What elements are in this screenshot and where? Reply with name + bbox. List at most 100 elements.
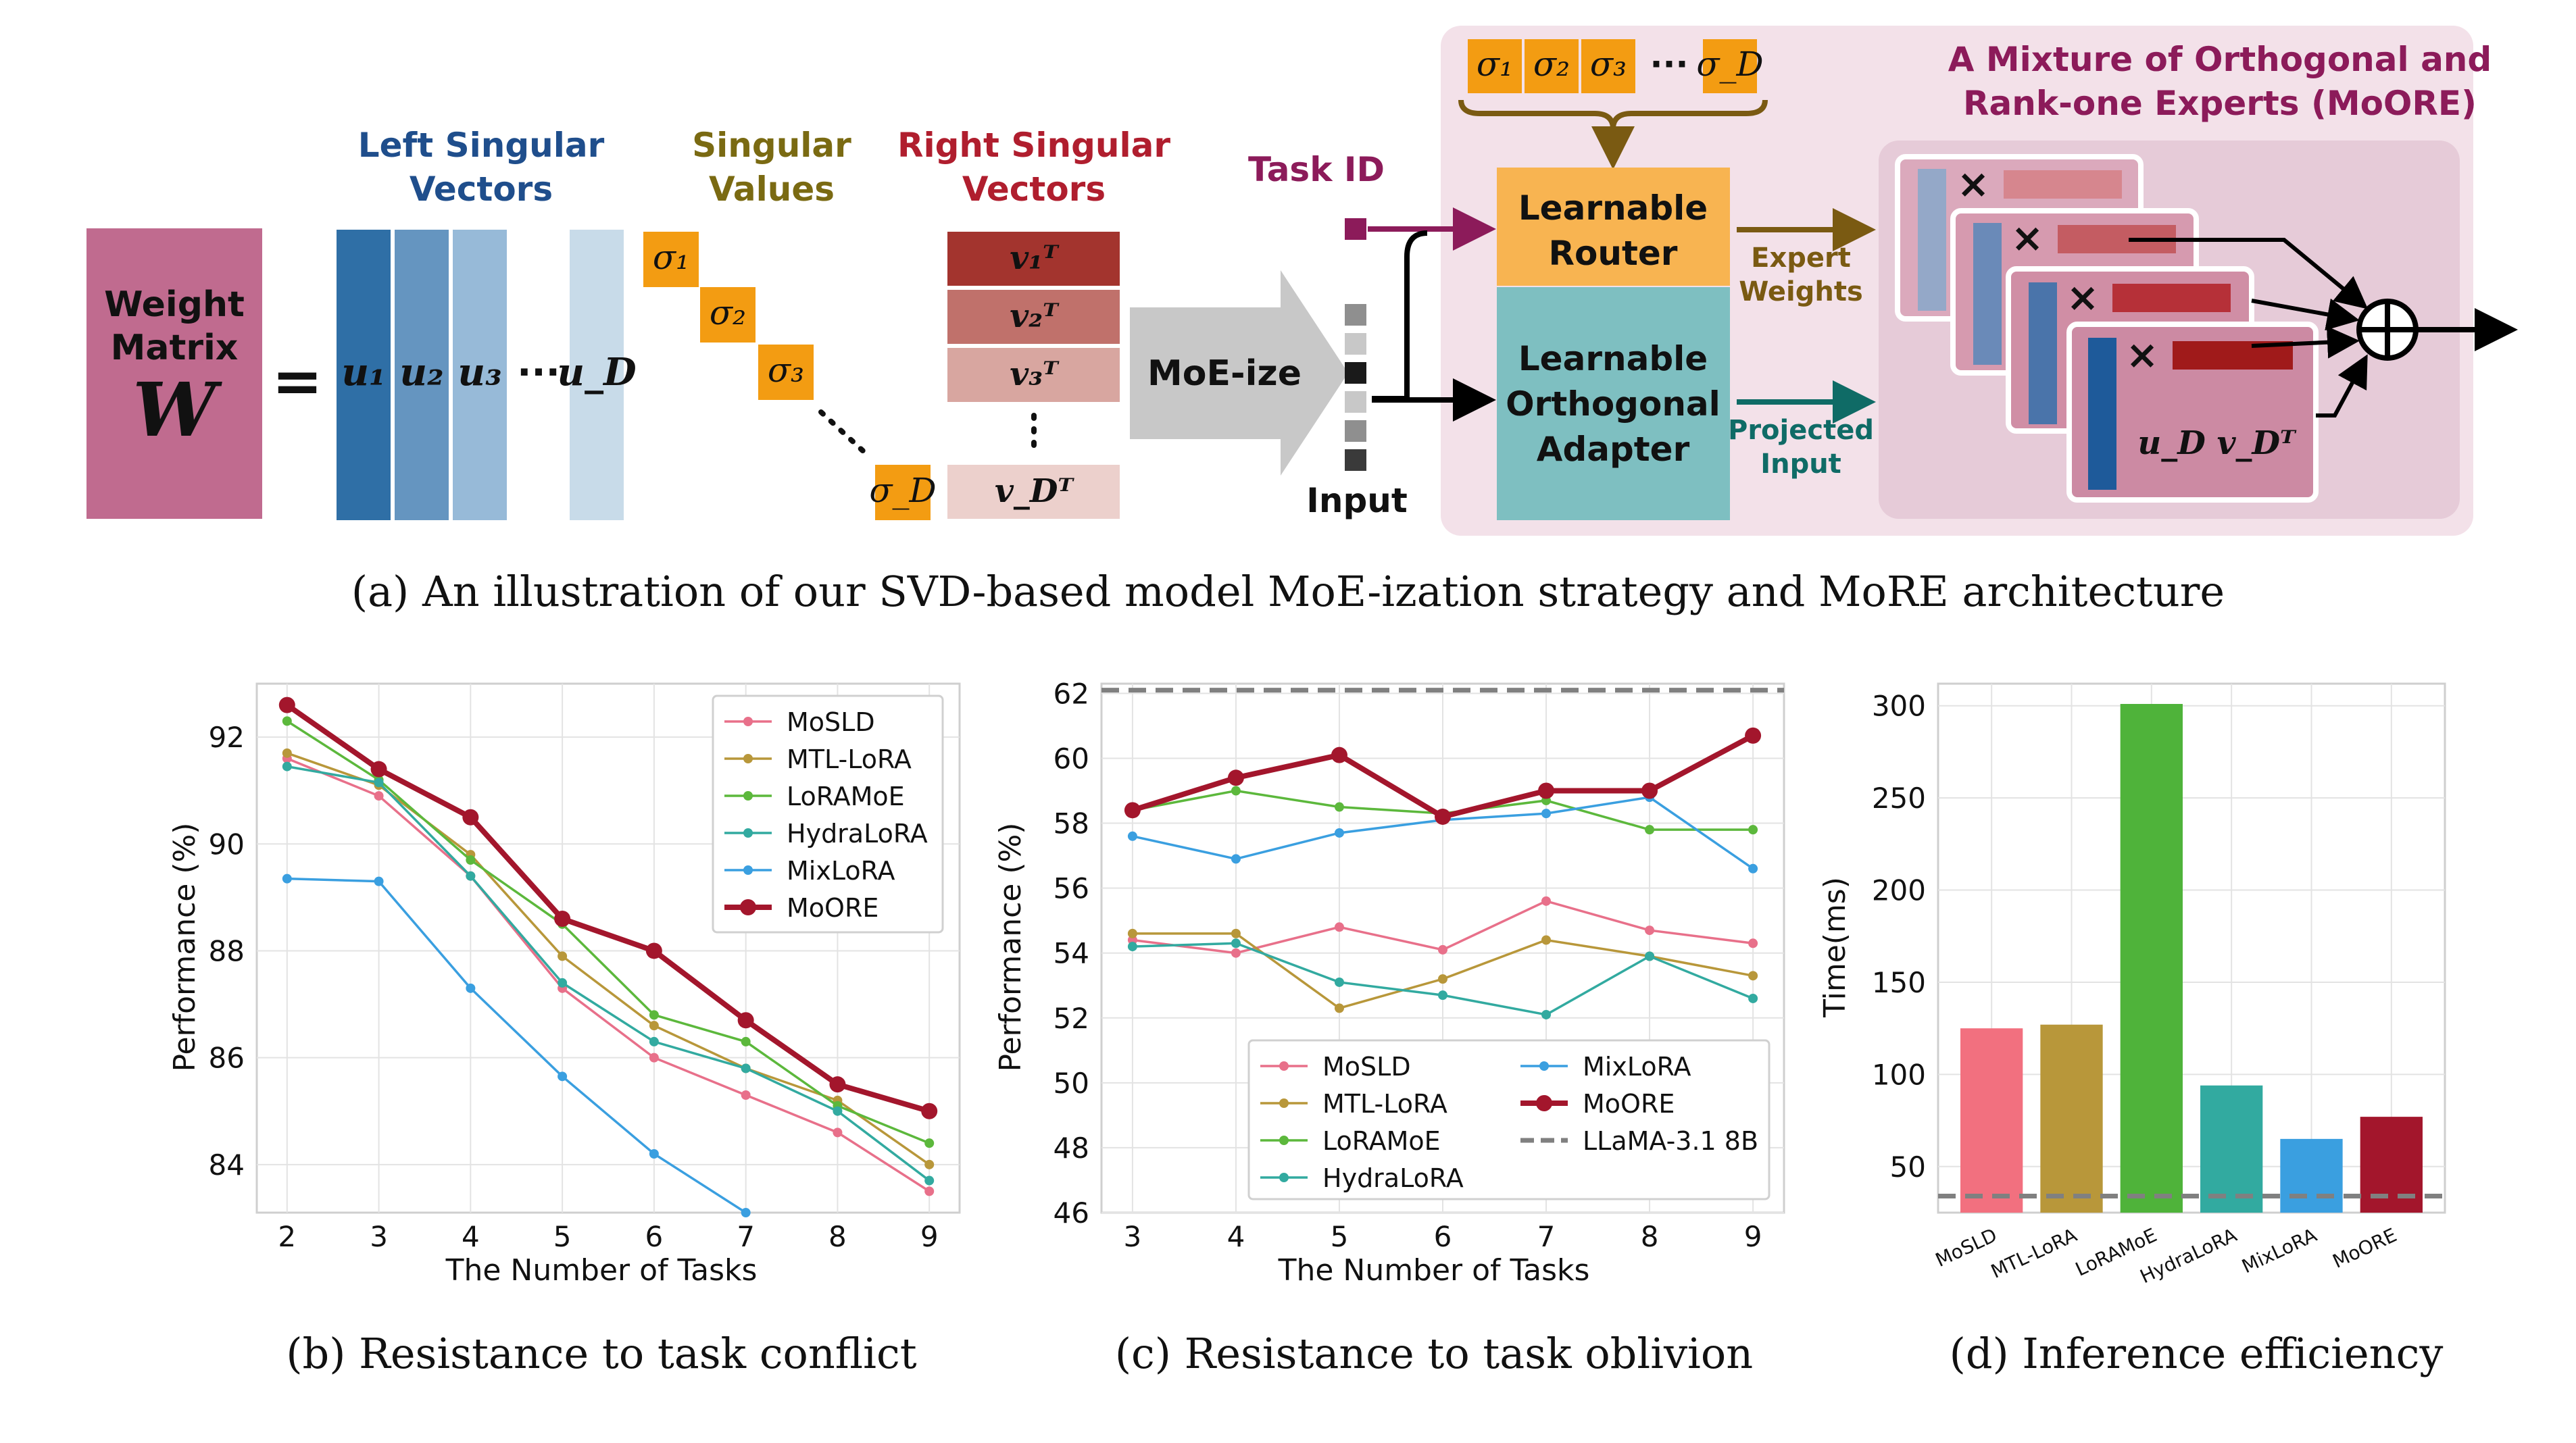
chart-c-xlabel: The Number of Tasks — [1278, 1253, 1590, 1288]
input-cell-1 — [1345, 304, 1366, 326]
data-point-MoORE — [921, 1103, 938, 1119]
y-tick-label: 48 — [1054, 1132, 1089, 1165]
data-point-MoSLD — [1748, 938, 1758, 948]
y-tick-label: 100 — [1872, 1058, 1926, 1091]
weight-matrix-block — [86, 228, 262, 519]
chart-b-legend: MoSLD MTL-LoRA LoRAMoE HydraLoRA MixLoRA MoOR… — [712, 694, 944, 934]
data-point-LoRAMoE — [1334, 802, 1344, 812]
sigma2-box — [700, 287, 756, 343]
data-point-MoSLD — [1645, 926, 1655, 936]
top-sigma-ellipsis: ··· — [1650, 45, 1689, 84]
sigmaD-label: σ_D — [869, 471, 936, 510]
projected-input-2: Input — [1760, 449, 1841, 480]
data-point-MixLoRA — [374, 876, 384, 886]
equals-sign: = — [272, 346, 322, 417]
data-point-MixLoRA — [1231, 854, 1241, 864]
v1-label: v₁ᵀ — [1010, 239, 1060, 277]
x-tick-label: MTL-LoRA — [1987, 1223, 2080, 1282]
y-tick-label: 50 — [1890, 1150, 1926, 1184]
x-tick-label: 5 — [1331, 1220, 1349, 1253]
legend-marker — [1536, 1095, 1552, 1111]
data-point-HydraLoRA — [282, 761, 292, 771]
v2-label: v₂ᵀ — [1010, 297, 1060, 335]
legend-label: MoSLD — [787, 707, 875, 737]
data-point-LoRAMoE — [741, 1036, 751, 1046]
times-icon: × — [2011, 215, 2044, 261]
data-point-MoORE — [278, 697, 295, 713]
data-point-MixLoRA — [1541, 809, 1552, 819]
router-label-2: Router — [1549, 234, 1678, 273]
top-sigma3-label: σ₃ — [1590, 45, 1627, 84]
x-tick-label: 2 — [278, 1220, 296, 1253]
legend-marker — [1279, 1061, 1289, 1071]
legend-marker — [740, 899, 756, 915]
x-tick-label: 9 — [920, 1220, 939, 1253]
data-point-MixLoRA — [741, 1208, 751, 1217]
data-point-MixLoRA — [466, 983, 476, 993]
y-tick-label: 92 — [209, 721, 245, 754]
uD-label: u_D — [557, 350, 637, 395]
top-sigmaD-box — [1703, 39, 1757, 93]
legend-marker — [1279, 1098, 1289, 1108]
data-point-MTL-LoRA — [1334, 1003, 1344, 1013]
data-point-MTL-LoRA — [1127, 928, 1137, 938]
uD-column — [570, 230, 624, 520]
y-tick-label: 90 — [209, 828, 245, 861]
data-point-MixLoRA — [1748, 863, 1758, 874]
top-sigma2-box — [1525, 39, 1579, 93]
data-point-MTL-LoRA — [924, 1159, 935, 1169]
task-id-label: Task ID — [1248, 150, 1385, 189]
input-cell-4 — [1345, 391, 1366, 413]
data-point-MoSLD — [741, 1090, 751, 1100]
u1-label: u₁ — [341, 350, 385, 395]
data-point-MoSLD — [1541, 896, 1552, 906]
data-point-MoORE — [1745, 727, 1762, 744]
data-point-HydraLoRA — [1127, 942, 1137, 952]
x-tick-label: 4 — [1227, 1220, 1245, 1253]
left-vectors-title-1: Left Singular — [358, 126, 605, 165]
data-point-MoSLD — [1334, 922, 1344, 932]
data-point-HydraLoRA — [1438, 990, 1447, 1001]
data-point-LoRAMoE — [1748, 825, 1758, 835]
y-tick-label: 200 — [1872, 874, 1926, 907]
series-line-MoORE — [285, 703, 931, 1114]
y-tick-label: 46 — [1054, 1196, 1089, 1230]
data-point-MoORE — [554, 911, 571, 927]
vD-row — [947, 465, 1120, 519]
sigma1-label: σ₁ — [653, 238, 689, 277]
data-point-MoORE — [645, 942, 662, 959]
chart-d-ylabel: Time(ms) — [1818, 877, 1852, 1018]
legend-marker — [1279, 1173, 1289, 1182]
data-point-MoORE — [1641, 782, 1658, 799]
data-point-LoRAMoE — [1231, 786, 1241, 796]
data-point-MoSLD — [1438, 944, 1447, 955]
moeize-label: MoE-ize — [1147, 353, 1302, 394]
task-id-square — [1345, 218, 1366, 240]
projected-input-1: Projected — [1728, 415, 1874, 446]
moeize-arrow — [1130, 270, 1348, 476]
top-sigma3-box — [1581, 39, 1635, 93]
right-vectors-title-2: Vectors — [962, 170, 1106, 209]
data-point-LoRAMoE — [924, 1138, 935, 1148]
data-point-MoORE — [1331, 746, 1347, 763]
y-tick-label: 60 — [1054, 742, 1089, 775]
chart-b: 2 3 4 5 6 7 8 9 84 86 88 90 92 The Number of Tasks P… — [168, 682, 961, 1378]
data-point-MTL-LoRA — [1541, 935, 1552, 945]
legend-label: MoSLD — [1322, 1052, 1411, 1082]
y-tick-label: 86 — [209, 1042, 245, 1075]
sum-arrow-3 — [2251, 326, 2360, 359]
data-point-MTL-LoRA — [1231, 928, 1241, 938]
top-sigma2-label: σ₂ — [1533, 45, 1570, 84]
chart-b-ylabel: Performance (%) — [168, 823, 202, 1072]
sigma3-box — [758, 345, 814, 400]
series-line-MixLoRA — [287, 877, 747, 1214]
bar-MoSLD — [1960, 1028, 2023, 1213]
x-tick-label: 3 — [1124, 1220, 1142, 1253]
bar-MTL-LoRA — [2040, 1024, 2103, 1213]
data-point-MTL-LoRA — [282, 748, 292, 758]
y-tick-label: 250 — [1872, 782, 1926, 815]
data-point-HydraLoRA — [649, 1036, 659, 1046]
x-tick-label: 8 — [828, 1220, 847, 1253]
data-point-LoRAMoE — [649, 1010, 659, 1020]
